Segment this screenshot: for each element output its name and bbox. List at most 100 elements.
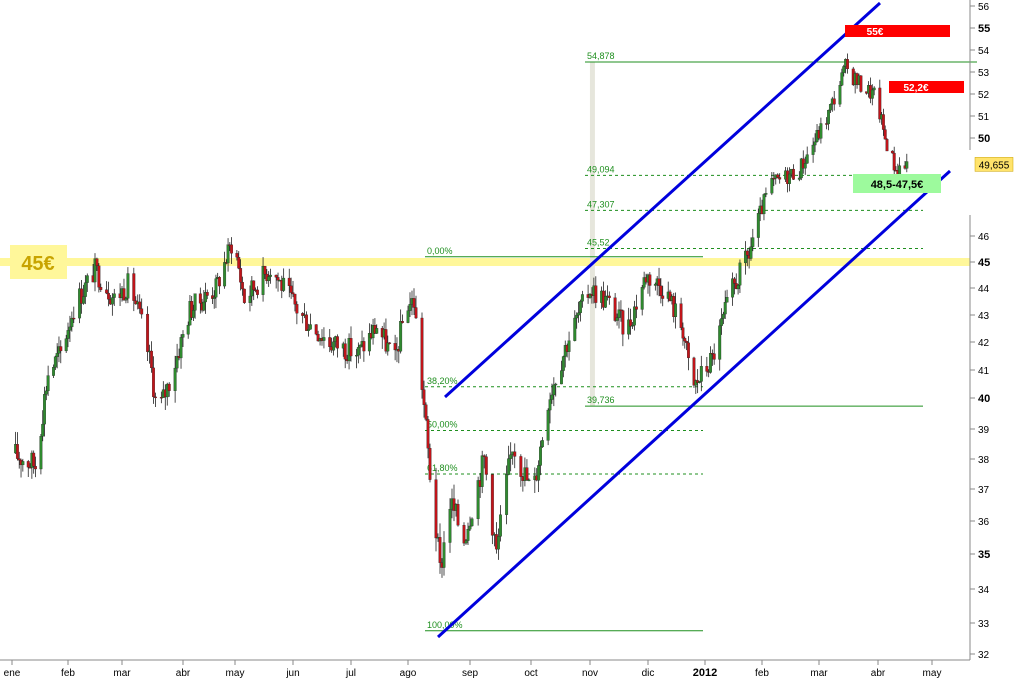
- candle-body: [573, 317, 577, 341]
- candle-body: [846, 59, 849, 70]
- candle-body: [408, 304, 412, 311]
- candle-body: [230, 244, 233, 254]
- candle-body: [537, 465, 541, 481]
- time-tick-label: mar: [810, 668, 828, 679]
- candle-body: [438, 537, 442, 563]
- candle-body: [799, 158, 803, 179]
- candle-body: [412, 298, 416, 308]
- candle-body: [235, 253, 239, 258]
- candle-body: [883, 129, 887, 140]
- candle-body: [653, 283, 657, 286]
- candle-body: [186, 324, 190, 335]
- candle-body: [505, 474, 509, 515]
- candle-body: [97, 265, 101, 288]
- candle-body: [540, 440, 544, 448]
- candle-body: [681, 327, 685, 339]
- candle-body: [93, 258, 97, 283]
- candle-body: [674, 303, 678, 318]
- candle-body: [388, 342, 392, 344]
- price-tick-label: 34: [978, 585, 990, 596]
- candle-body: [552, 384, 556, 396]
- candle-body: [699, 366, 703, 382]
- candle-body: [634, 306, 638, 310]
- candle-body: [122, 288, 126, 301]
- candle-body: [881, 114, 885, 130]
- candle-body: [661, 295, 665, 299]
- candle-body: [305, 314, 308, 331]
- price-tick-label: 52: [978, 90, 990, 101]
- candle-body: [336, 336, 339, 349]
- candle-body: [527, 479, 531, 482]
- candle-body: [749, 246, 753, 259]
- candle-body: [289, 285, 293, 293]
- candle-body: [725, 297, 729, 303]
- candle-body: [267, 276, 271, 282]
- candle-body: [567, 340, 571, 352]
- candle-body: [509, 454, 513, 459]
- time-tick-label: 2012: [693, 667, 717, 679]
- candle-body: [466, 528, 470, 541]
- time-tick-label: dic: [642, 668, 655, 679]
- candle-body: [59, 346, 63, 352]
- candle-body: [205, 292, 209, 296]
- candle-body: [764, 193, 768, 195]
- candle-body: [112, 293, 116, 298]
- candle-body: [242, 288, 246, 303]
- candle-body: [154, 396, 157, 399]
- candle-body: [204, 292, 207, 303]
- candle-body: [355, 354, 358, 357]
- time-tick-label: feb: [755, 668, 769, 679]
- channel-lower-line: [436, 169, 952, 639]
- candle-body: [198, 293, 202, 304]
- candle-body: [604, 296, 607, 308]
- support-zone-label: 48,5-47,5€: [871, 179, 924, 191]
- candle-body: [892, 152, 896, 171]
- candle-body: [256, 289, 259, 295]
- candle-body: [212, 297, 216, 299]
- candle-body: [181, 334, 185, 338]
- candle-body: [633, 306, 636, 326]
- candle-body: [68, 326, 72, 331]
- candle-body: [52, 367, 55, 376]
- candle-body: [468, 525, 472, 530]
- candle-body: [470, 518, 474, 527]
- annotations-layer: 55€ 52,2€ 48,5-47,5€: [845, 25, 964, 193]
- candle-body: [307, 329, 310, 331]
- candle-body: [772, 178, 776, 180]
- candle-body: [424, 404, 428, 420]
- candle-body: [629, 319, 633, 327]
- candle-body: [32, 452, 36, 467]
- candle-body: [805, 154, 809, 164]
- fibonacci-layer: 0,00% 38,20% 50,00% 61,80% 100,00% 54,878 49,0…: [425, 51, 977, 632]
- candle-body: [349, 338, 353, 357]
- candle-body: [179, 337, 183, 359]
- price-tick-label: 45: [978, 257, 990, 269]
- candle-body: [190, 301, 194, 318]
- candle-body: [150, 350, 153, 369]
- candle-body: [44, 390, 48, 395]
- candle-body: [859, 75, 863, 92]
- candle-body: [497, 536, 500, 550]
- fib-retracement-label: 38,20%: [427, 376, 458, 386]
- candle-body: [85, 275, 89, 283]
- candle-body: [490, 474, 494, 536]
- candle-body: [105, 289, 109, 294]
- candle-body: [274, 274, 278, 278]
- candle-body: [53, 356, 57, 368]
- fib-extension-label: 39,736: [587, 395, 615, 405]
- time-tick-label: sep: [462, 668, 479, 679]
- time-tick-label: oct: [524, 668, 538, 679]
- candle-body: [659, 285, 663, 296]
- fib-retracement-label: 100,00%: [427, 620, 463, 630]
- candle-body: [375, 328, 379, 334]
- candle-body: [464, 540, 468, 544]
- candle-body: [399, 321, 403, 352]
- candle-body: [631, 325, 634, 327]
- candle-body: [223, 262, 227, 287]
- candle-body: [301, 313, 305, 316]
- candle-body: [384, 329, 388, 352]
- candle-body: [214, 278, 218, 298]
- candle-body: [554, 383, 558, 386]
- candle-body: [827, 109, 830, 125]
